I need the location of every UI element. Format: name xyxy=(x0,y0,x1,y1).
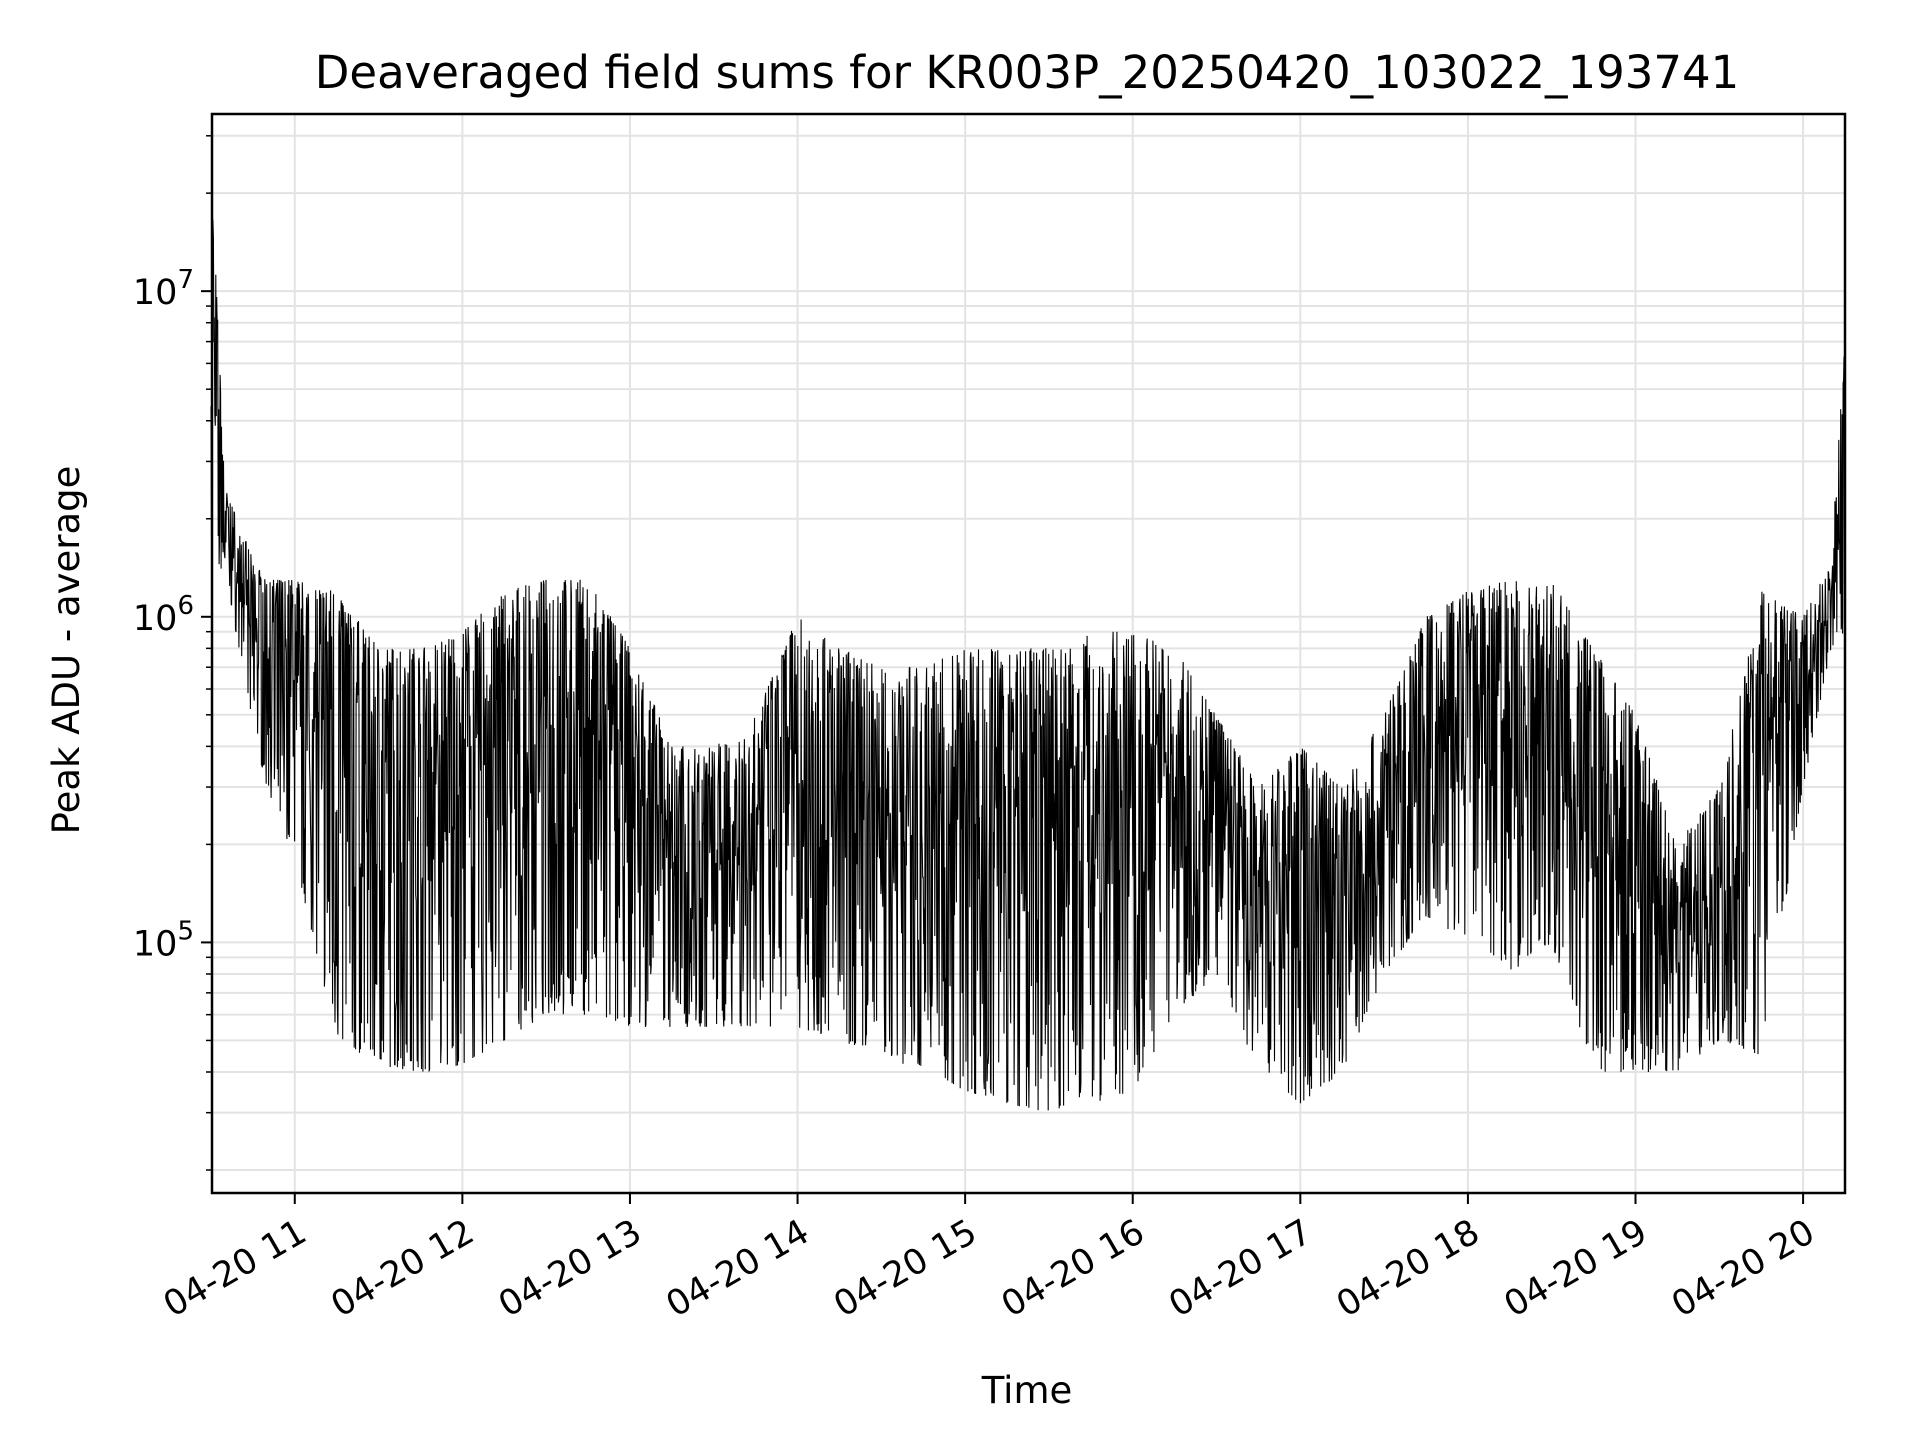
series-line xyxy=(210,161,1846,1111)
chart-title: Deaveraged field sums for KR003P_2025042… xyxy=(315,46,1739,99)
x-axis-label: Time xyxy=(981,1369,1073,1412)
y-tick-label-base: 10 xyxy=(133,924,178,964)
y-tick-label-base: 10 xyxy=(133,273,178,313)
series-trace xyxy=(210,161,1846,1111)
y-tick-label: 107 xyxy=(133,265,194,313)
plot-frame xyxy=(210,112,1847,1195)
y-axis-label: Peak ADU - average xyxy=(45,466,88,835)
y-tick-label: 105 xyxy=(133,916,194,964)
y-tick-label-exponent: 5 xyxy=(177,916,194,946)
y-tick-label: 106 xyxy=(133,591,194,639)
y-tick-label-exponent: 7 xyxy=(177,265,194,295)
y-tick-label-exponent: 6 xyxy=(177,591,194,621)
y-tick-label-base: 10 xyxy=(133,599,178,639)
